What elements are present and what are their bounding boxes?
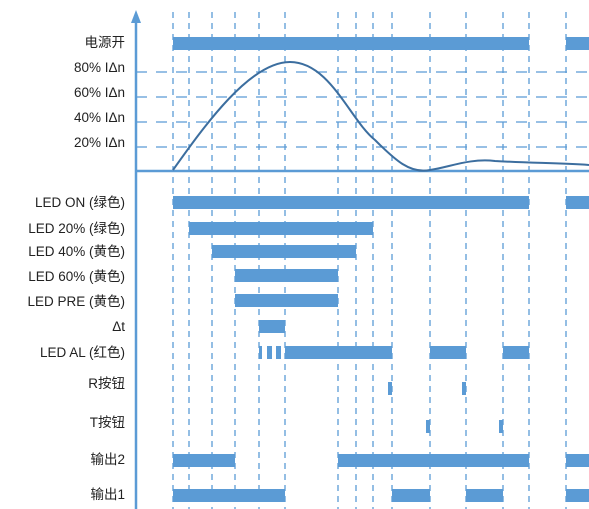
signal-label-output-1: 输出1 [90,487,125,502]
output-2-bar [173,454,235,467]
signal-label-output-2: 输出2 [90,452,125,467]
output-1-bar [566,489,589,502]
output-2-bar [566,454,589,467]
signal-label-led-on: LED ON (绿色) [35,194,125,210]
output-2-bar [338,454,529,467]
current-label-20: 20% IΔn [74,135,125,150]
led-60-bar [235,269,338,282]
power-label: 电源开 [85,35,126,50]
signal-label-t-button: T按钮 [90,415,125,430]
signal-label-led-pre: LED PRE (黄色) [27,293,125,309]
led-al-bar [285,346,392,359]
threshold-lines [136,71,589,148]
t-button-pulse [426,420,430,433]
r-button-pulse [462,382,466,395]
signal-label-led-al: LED AL (红色) [40,344,125,360]
led-al-blink [267,346,272,359]
led-20-bar [189,222,373,235]
signal-label-led-40: LED 40% (黄色) [28,243,125,259]
output-1-bar [466,489,503,502]
signal-bars [173,37,589,502]
signal-label-delta-t: Δt [112,319,125,334]
signal-label-led-60: LED 60% (黄色) [28,268,125,284]
signal-label-r-button: R按钮 [88,376,125,391]
current-label-80: 80% IΔn [74,60,125,75]
led-al-bar [503,346,529,359]
output-1-bar [173,489,285,502]
led-al-blink [276,346,281,359]
output-1-bar [392,489,430,502]
t-button-pulse [499,420,503,433]
labels: 电源开 80% IΔn 60% IΔn 40% IΔn 20% IΔn LED … [27,35,125,502]
led-pre-bar [235,294,338,307]
power-bar [173,37,529,50]
current-curve [172,60,589,172]
r-button-pulse [388,382,392,395]
led-al-blink [259,346,262,359]
power-bar [566,37,589,50]
led-al-bar [430,346,466,359]
led-on-bar [566,196,589,209]
y-axis-arrow-icon [131,10,141,23]
delta-t-bar [259,320,285,333]
current-label-40: 40% IΔn [74,110,125,125]
led-on-bar [173,196,529,209]
led-40-bar [212,245,356,258]
signal-label-led-20: LED 20% (绿色) [28,220,125,236]
time-markers [172,12,567,509]
current-label-60: 60% IΔn [74,85,125,100]
